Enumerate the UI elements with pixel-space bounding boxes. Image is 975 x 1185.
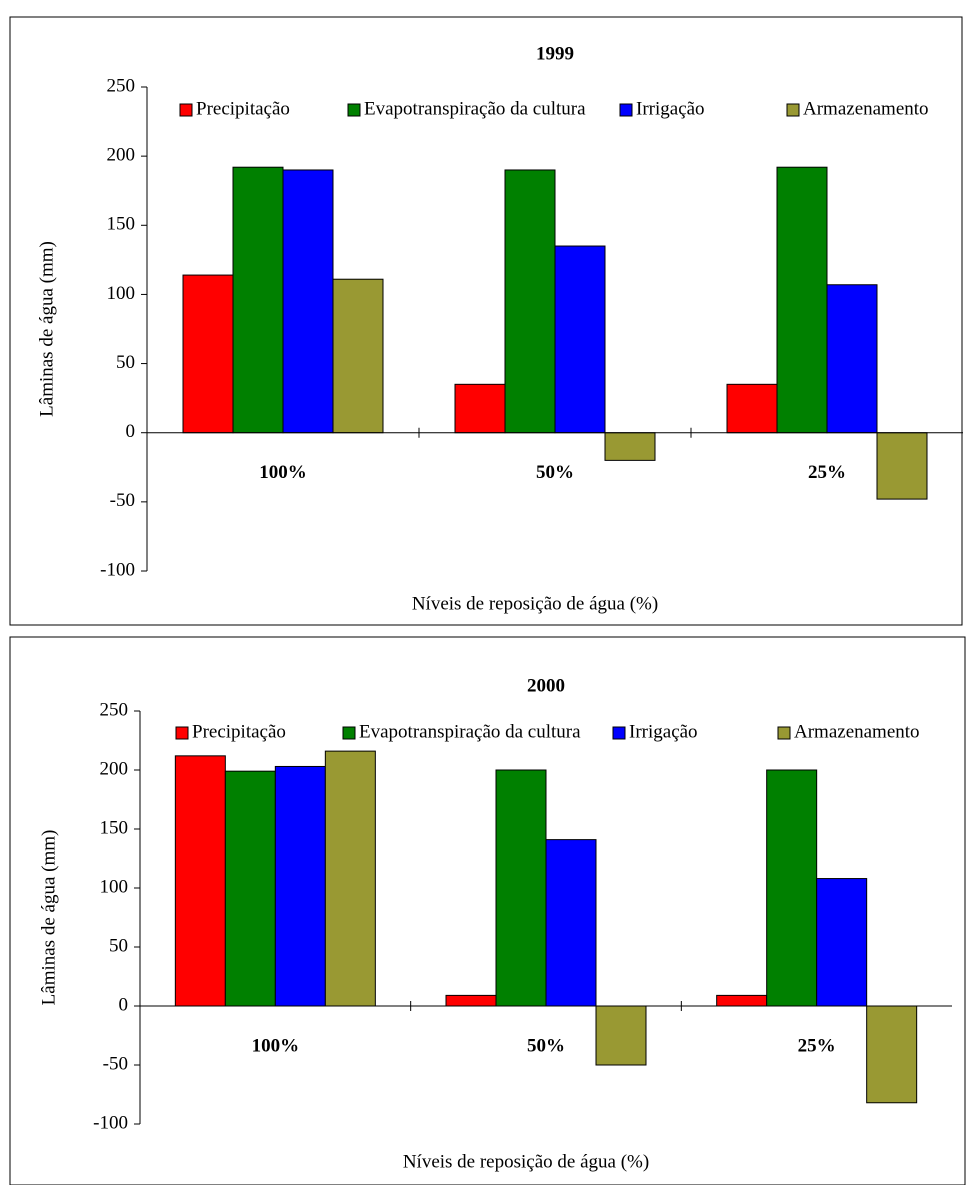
bar — [545, 839, 597, 1007]
y-axis-title: Lâminas de água (mm) — [38, 830, 59, 1006]
legend-label: Evapotranspiração da cultura — [364, 98, 586, 119]
legend-swatch — [342, 726, 356, 740]
bar — [182, 274, 234, 434]
legend-swatch — [347, 103, 361, 117]
legend-label: Irrigação — [629, 721, 698, 742]
chart-frame — [9, 636, 966, 1185]
bar — [554, 245, 606, 434]
legend-swatch — [786, 103, 800, 117]
y-tick-label: 200 — [107, 145, 136, 166]
bar — [495, 769, 547, 1007]
bar — [282, 169, 334, 434]
bar — [604, 432, 656, 461]
bar — [766, 769, 818, 1007]
y-axis-title: Lâminas de água (mm) — [36, 241, 57, 417]
bar — [232, 166, 284, 434]
y-tick-label: 250 — [107, 75, 136, 96]
bar — [826, 284, 878, 434]
y-tick-label: -100 — [100, 559, 135, 580]
x-tick-label: 100% — [252, 1035, 300, 1056]
chart-title: 1999 — [536, 43, 574, 64]
bar — [876, 432, 928, 500]
y-tick-label: 0 — [126, 421, 136, 442]
bar — [454, 383, 506, 434]
y-tick-label: 50 — [116, 352, 135, 373]
y-tick-label: 100 — [100, 876, 129, 897]
legend-swatch — [175, 726, 189, 740]
legend-swatch — [777, 726, 791, 740]
y-tick-label: 250 — [100, 699, 129, 720]
y-tick-label: -50 — [103, 1053, 128, 1074]
y-tick-label: -50 — [110, 490, 135, 511]
bar — [274, 765, 326, 1007]
chart-frame — [9, 16, 963, 626]
x-axis-title: Níveis de reposição de água (%) — [412, 593, 658, 614]
legend-swatch — [619, 103, 633, 117]
x-tick-label: 50% — [527, 1035, 565, 1056]
y-tick-label: 100 — [107, 283, 136, 304]
y-tick-label: 0 — [119, 994, 129, 1015]
x-tick-label: 25% — [798, 1035, 836, 1056]
x-tick-label: 25% — [808, 462, 846, 483]
bar — [776, 166, 828, 434]
legend-label: Irrigação — [636, 98, 705, 119]
legend-swatch — [179, 103, 193, 117]
y-tick-label: 50 — [109, 935, 128, 956]
x-tick-label: 50% — [536, 462, 574, 483]
x-tick-label: 100% — [259, 462, 307, 483]
bar — [332, 278, 384, 434]
bar — [504, 169, 556, 434]
bar — [866, 1005, 918, 1104]
bar — [174, 755, 226, 1007]
bar — [324, 750, 376, 1007]
bar — [445, 994, 497, 1007]
y-tick-label: 150 — [107, 214, 136, 235]
bar — [716, 994, 768, 1007]
legend-label: Armazenamento — [803, 98, 929, 119]
y-tick-label: 150 — [100, 817, 129, 838]
legend-label: Evapotranspiração da cultura — [359, 721, 581, 742]
legend-label: Precipitação — [192, 721, 286, 742]
legend-label: Armazenamento — [794, 721, 920, 742]
legend-swatch — [612, 726, 626, 740]
bar — [224, 770, 276, 1007]
y-tick-label: -100 — [93, 1112, 128, 1133]
x-axis-title: Níveis de reposição de água (%) — [403, 1151, 649, 1172]
bar — [816, 878, 868, 1007]
legend-label: Precipitação — [196, 98, 290, 119]
bar — [726, 383, 778, 434]
chart-title: 2000 — [527, 675, 565, 696]
bar — [595, 1005, 647, 1066]
y-tick-label: 200 — [100, 758, 129, 779]
